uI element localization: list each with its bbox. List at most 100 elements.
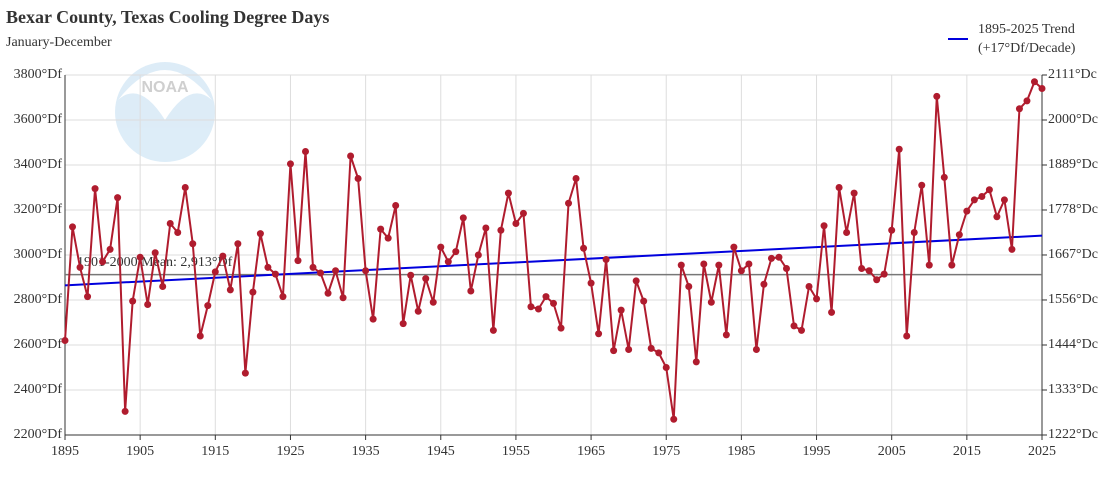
- data-point: [241, 369, 249, 377]
- data-point: [204, 302, 212, 310]
- x-tick-label: 1995: [803, 444, 831, 459]
- data-point: [211, 268, 219, 276]
- y2-tick-label: 1778°Dc: [1048, 202, 1098, 217]
- data-point: [69, 223, 77, 231]
- chart-subtitle: January-December: [6, 35, 112, 50]
- data-point: [437, 243, 445, 251]
- x-tick-label: 1985: [727, 444, 755, 459]
- data-point: [978, 193, 986, 200]
- data-point: [76, 263, 84, 271]
- data-point: [617, 306, 625, 314]
- x-tick-label: 1915: [201, 444, 229, 459]
- x-tick-label: 2005: [878, 444, 906, 459]
- data-point: [332, 267, 340, 275]
- data-point: [670, 415, 678, 423]
- data-point: [1038, 85, 1046, 92]
- data-point: [129, 297, 137, 305]
- data-point: [602, 256, 610, 263]
- data-point: [752, 346, 760, 353]
- noaa-logo: NOAA: [115, 62, 215, 162]
- data-point: [730, 243, 738, 251]
- data-point: [482, 224, 490, 232]
- data-point: [790, 322, 798, 330]
- data-point: [301, 148, 309, 155]
- data-point: [369, 315, 377, 323]
- data-point: [106, 245, 114, 253]
- data-point: [865, 267, 873, 275]
- data-point: [354, 175, 362, 182]
- data-point: [264, 263, 272, 271]
- data-point: [970, 196, 978, 204]
- data-point: [700, 260, 708, 268]
- data-point: [452, 248, 460, 256]
- data-point: [196, 332, 204, 340]
- data-point: [993, 213, 1001, 221]
- logo-text: NOAA: [141, 79, 189, 96]
- data-point: [256, 230, 264, 238]
- data-point: [745, 260, 753, 268]
- data-point: [647, 344, 655, 352]
- data-point: [151, 249, 159, 257]
- data-point: [933, 92, 941, 100]
- data-point: [1000, 196, 1008, 204]
- data-point: [595, 330, 603, 338]
- x-tick-label: 2025: [1028, 444, 1056, 459]
- data-point: [707, 298, 715, 306]
- data-point: [587, 279, 595, 287]
- data-point: [271, 270, 279, 278]
- x-tick-label: 1935: [352, 444, 380, 459]
- data-point: [527, 303, 535, 311]
- data-point: [166, 220, 174, 227]
- y-tick-label: 3600°Df: [14, 112, 63, 127]
- data-point: [828, 308, 836, 316]
- y-tick-label: 2800°Df: [14, 292, 63, 307]
- data-point: [925, 261, 933, 269]
- data-point: [219, 252, 227, 260]
- x-tick-label: 1965: [577, 444, 605, 459]
- data-point: [767, 254, 775, 262]
- y2-tick-label: 2000°Dc: [1048, 112, 1098, 127]
- data-point: [985, 186, 993, 194]
- data-point: [948, 261, 956, 269]
- y-tick-label: 3400°Df: [14, 157, 63, 172]
- data-point: [835, 184, 843, 191]
- data-point: [655, 349, 663, 357]
- data-point: [114, 194, 122, 202]
- x-tick-label: 1925: [276, 444, 304, 459]
- data-point: [632, 277, 640, 285]
- data-point: [760, 280, 768, 288]
- y-tick-label: 3800°Df: [14, 67, 63, 82]
- data-point: [677, 261, 685, 269]
- data-point: [61, 337, 69, 344]
- data-point: [84, 293, 92, 301]
- data-point: [174, 229, 182, 236]
- data-point: [159, 283, 167, 290]
- y-tick-label: 3200°Df: [14, 202, 63, 217]
- data-point: [181, 184, 189, 191]
- data-point: [625, 346, 633, 353]
- chart-title: Bexar County, Texas Cooling Degree Days: [6, 7, 329, 27]
- data-point: [858, 265, 866, 272]
- data-point: [610, 347, 618, 355]
- data-point: [279, 293, 287, 301]
- y2-tick-label: 1444°Dc: [1048, 337, 1098, 352]
- data-point: [955, 231, 963, 239]
- y2-tick-label: 2111°Dc: [1048, 67, 1097, 82]
- y-tick-label: 2600°Df: [14, 337, 63, 352]
- x-tick-label: 1975: [652, 444, 680, 459]
- data-point: [294, 257, 302, 265]
- data-point: [843, 229, 851, 236]
- data-point: [339, 294, 347, 302]
- data-point: [121, 407, 129, 415]
- data-point: [474, 251, 482, 259]
- y2-tick-label: 1889°Dc: [1048, 157, 1098, 172]
- data-point: [903, 332, 911, 340]
- data-point: [715, 261, 723, 269]
- x-tick-label: 1945: [427, 444, 455, 459]
- data-point: [580, 244, 588, 252]
- data-point: [820, 222, 828, 230]
- data-point: [895, 145, 903, 153]
- data-point: [377, 225, 385, 233]
- data-point: [550, 299, 557, 307]
- data-point: [775, 253, 783, 261]
